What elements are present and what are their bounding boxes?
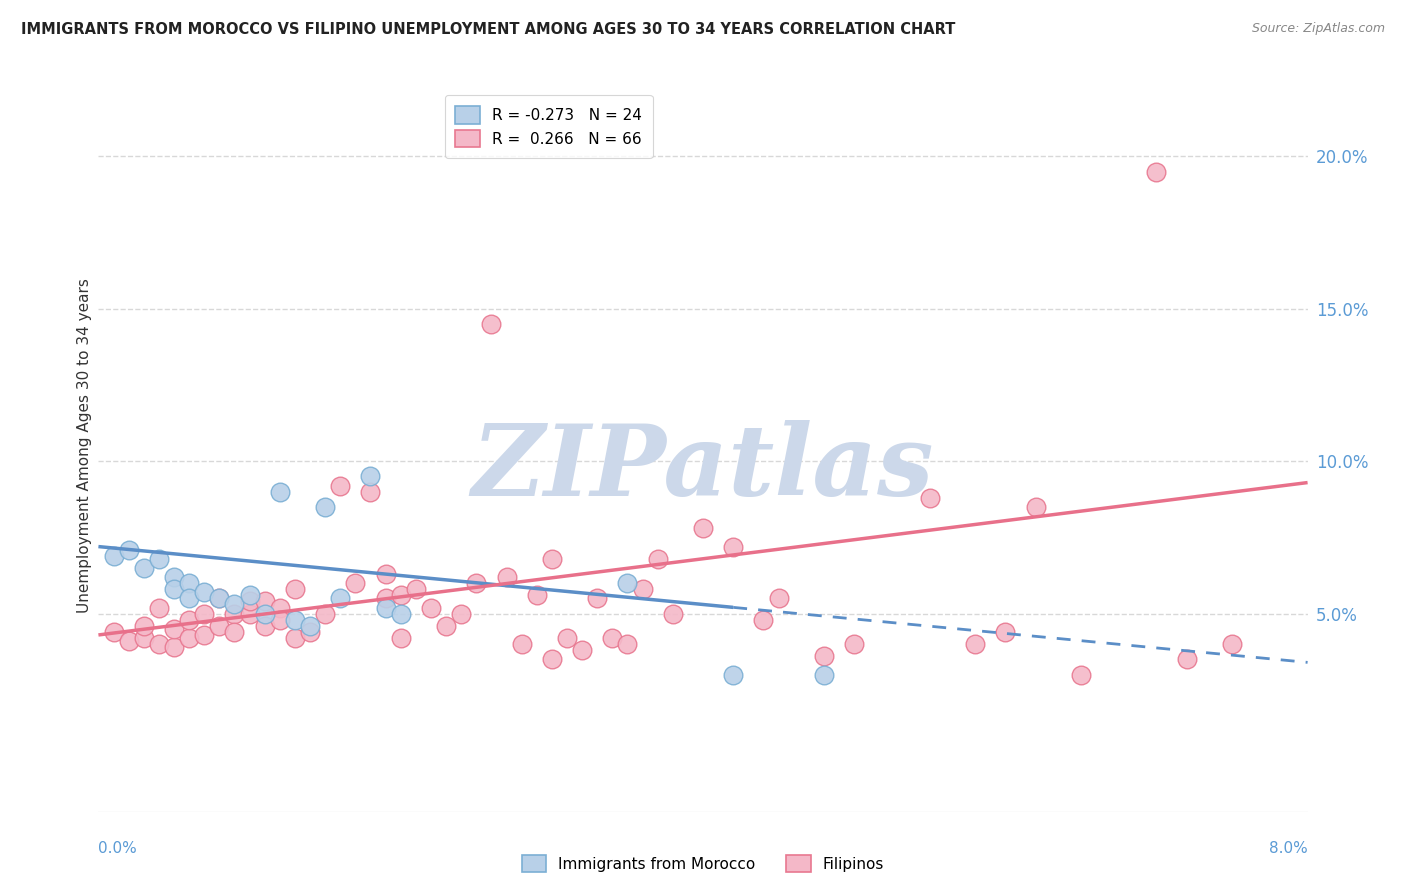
Point xyxy=(208,619,231,633)
Point xyxy=(389,607,412,621)
Point xyxy=(616,576,638,591)
Point xyxy=(284,582,307,597)
Point xyxy=(994,624,1017,639)
Point xyxy=(193,628,215,642)
Point xyxy=(179,591,201,606)
Point xyxy=(132,631,155,645)
Point xyxy=(602,631,624,645)
Point xyxy=(631,582,654,597)
Point xyxy=(224,598,246,612)
Point xyxy=(148,551,170,566)
Point xyxy=(360,484,382,499)
Point xyxy=(253,619,276,633)
Point xyxy=(374,591,396,606)
Point xyxy=(692,521,714,535)
Point xyxy=(179,576,201,591)
Point xyxy=(329,478,352,492)
Point xyxy=(208,591,231,606)
Text: IMMIGRANTS FROM MOROCCO VS FILIPINO UNEMPLOYMENT AMONG AGES 30 TO 34 YEARS CORRE: IMMIGRANTS FROM MOROCCO VS FILIPINO UNEM… xyxy=(21,22,956,37)
Point xyxy=(1070,667,1092,681)
Point xyxy=(239,607,262,621)
Point xyxy=(374,567,396,582)
Point xyxy=(389,588,412,602)
Point xyxy=(224,624,246,639)
Point xyxy=(163,582,186,597)
Point xyxy=(405,582,427,597)
Point xyxy=(465,576,488,591)
Point xyxy=(269,600,291,615)
Point xyxy=(103,624,125,639)
Point xyxy=(510,637,533,651)
Point xyxy=(253,594,276,608)
Point xyxy=(269,484,291,499)
Legend: R = -0.273   N = 24, R =  0.266   N = 66: R = -0.273 N = 24, R = 0.266 N = 66 xyxy=(444,95,652,158)
Point xyxy=(179,613,201,627)
Point xyxy=(1175,652,1198,666)
Point xyxy=(420,600,443,615)
Point xyxy=(208,591,231,606)
Point xyxy=(661,607,683,621)
Point xyxy=(389,631,412,645)
Point xyxy=(526,588,548,602)
Text: Source: ZipAtlas.com: Source: ZipAtlas.com xyxy=(1251,22,1385,36)
Point xyxy=(103,549,125,563)
Point xyxy=(1146,164,1168,178)
Point xyxy=(555,631,578,645)
Point xyxy=(752,613,775,627)
Point xyxy=(768,591,790,606)
Point xyxy=(132,619,155,633)
Point xyxy=(163,640,186,655)
Point xyxy=(179,631,201,645)
Point xyxy=(284,613,307,627)
Point xyxy=(299,624,322,639)
Text: 8.0%: 8.0% xyxy=(1268,841,1308,856)
Point xyxy=(360,469,382,483)
Point xyxy=(148,637,170,651)
Point xyxy=(723,667,745,681)
Point xyxy=(314,607,336,621)
Point xyxy=(253,607,276,621)
Text: 0.0%: 0.0% xyxy=(98,841,138,856)
Point xyxy=(1025,500,1047,514)
Point xyxy=(239,594,262,608)
Point xyxy=(224,607,246,621)
Point xyxy=(616,637,638,651)
Point xyxy=(723,540,745,554)
Point xyxy=(481,317,503,331)
Point xyxy=(571,643,593,657)
Point xyxy=(540,652,562,666)
Point xyxy=(540,551,562,566)
Point xyxy=(495,570,517,584)
Point xyxy=(647,551,669,566)
Point xyxy=(813,649,835,664)
Point xyxy=(1220,637,1243,651)
Point xyxy=(163,570,186,584)
Point xyxy=(148,600,170,615)
Point xyxy=(118,542,141,557)
Point xyxy=(965,637,987,651)
Point xyxy=(284,631,307,645)
Point xyxy=(374,600,396,615)
Point xyxy=(132,561,155,575)
Point xyxy=(344,576,367,591)
Point xyxy=(193,585,215,599)
Point xyxy=(918,491,941,505)
Point xyxy=(269,613,291,627)
Point xyxy=(813,667,835,681)
Point xyxy=(329,591,352,606)
Point xyxy=(450,607,472,621)
Point xyxy=(193,607,215,621)
Point xyxy=(844,637,866,651)
Point xyxy=(314,500,336,514)
Y-axis label: Unemployment Among Ages 30 to 34 years: Unemployment Among Ages 30 to 34 years xyxy=(77,278,91,614)
Point xyxy=(239,588,262,602)
Text: ZIPatlas: ZIPatlas xyxy=(472,420,934,516)
Point xyxy=(118,634,141,648)
Point xyxy=(434,619,457,633)
Point xyxy=(586,591,609,606)
Point xyxy=(163,622,186,636)
Legend: Immigrants from Morocco, Filipinos: Immigrants from Morocco, Filipinos xyxy=(515,847,891,880)
Point xyxy=(299,619,322,633)
